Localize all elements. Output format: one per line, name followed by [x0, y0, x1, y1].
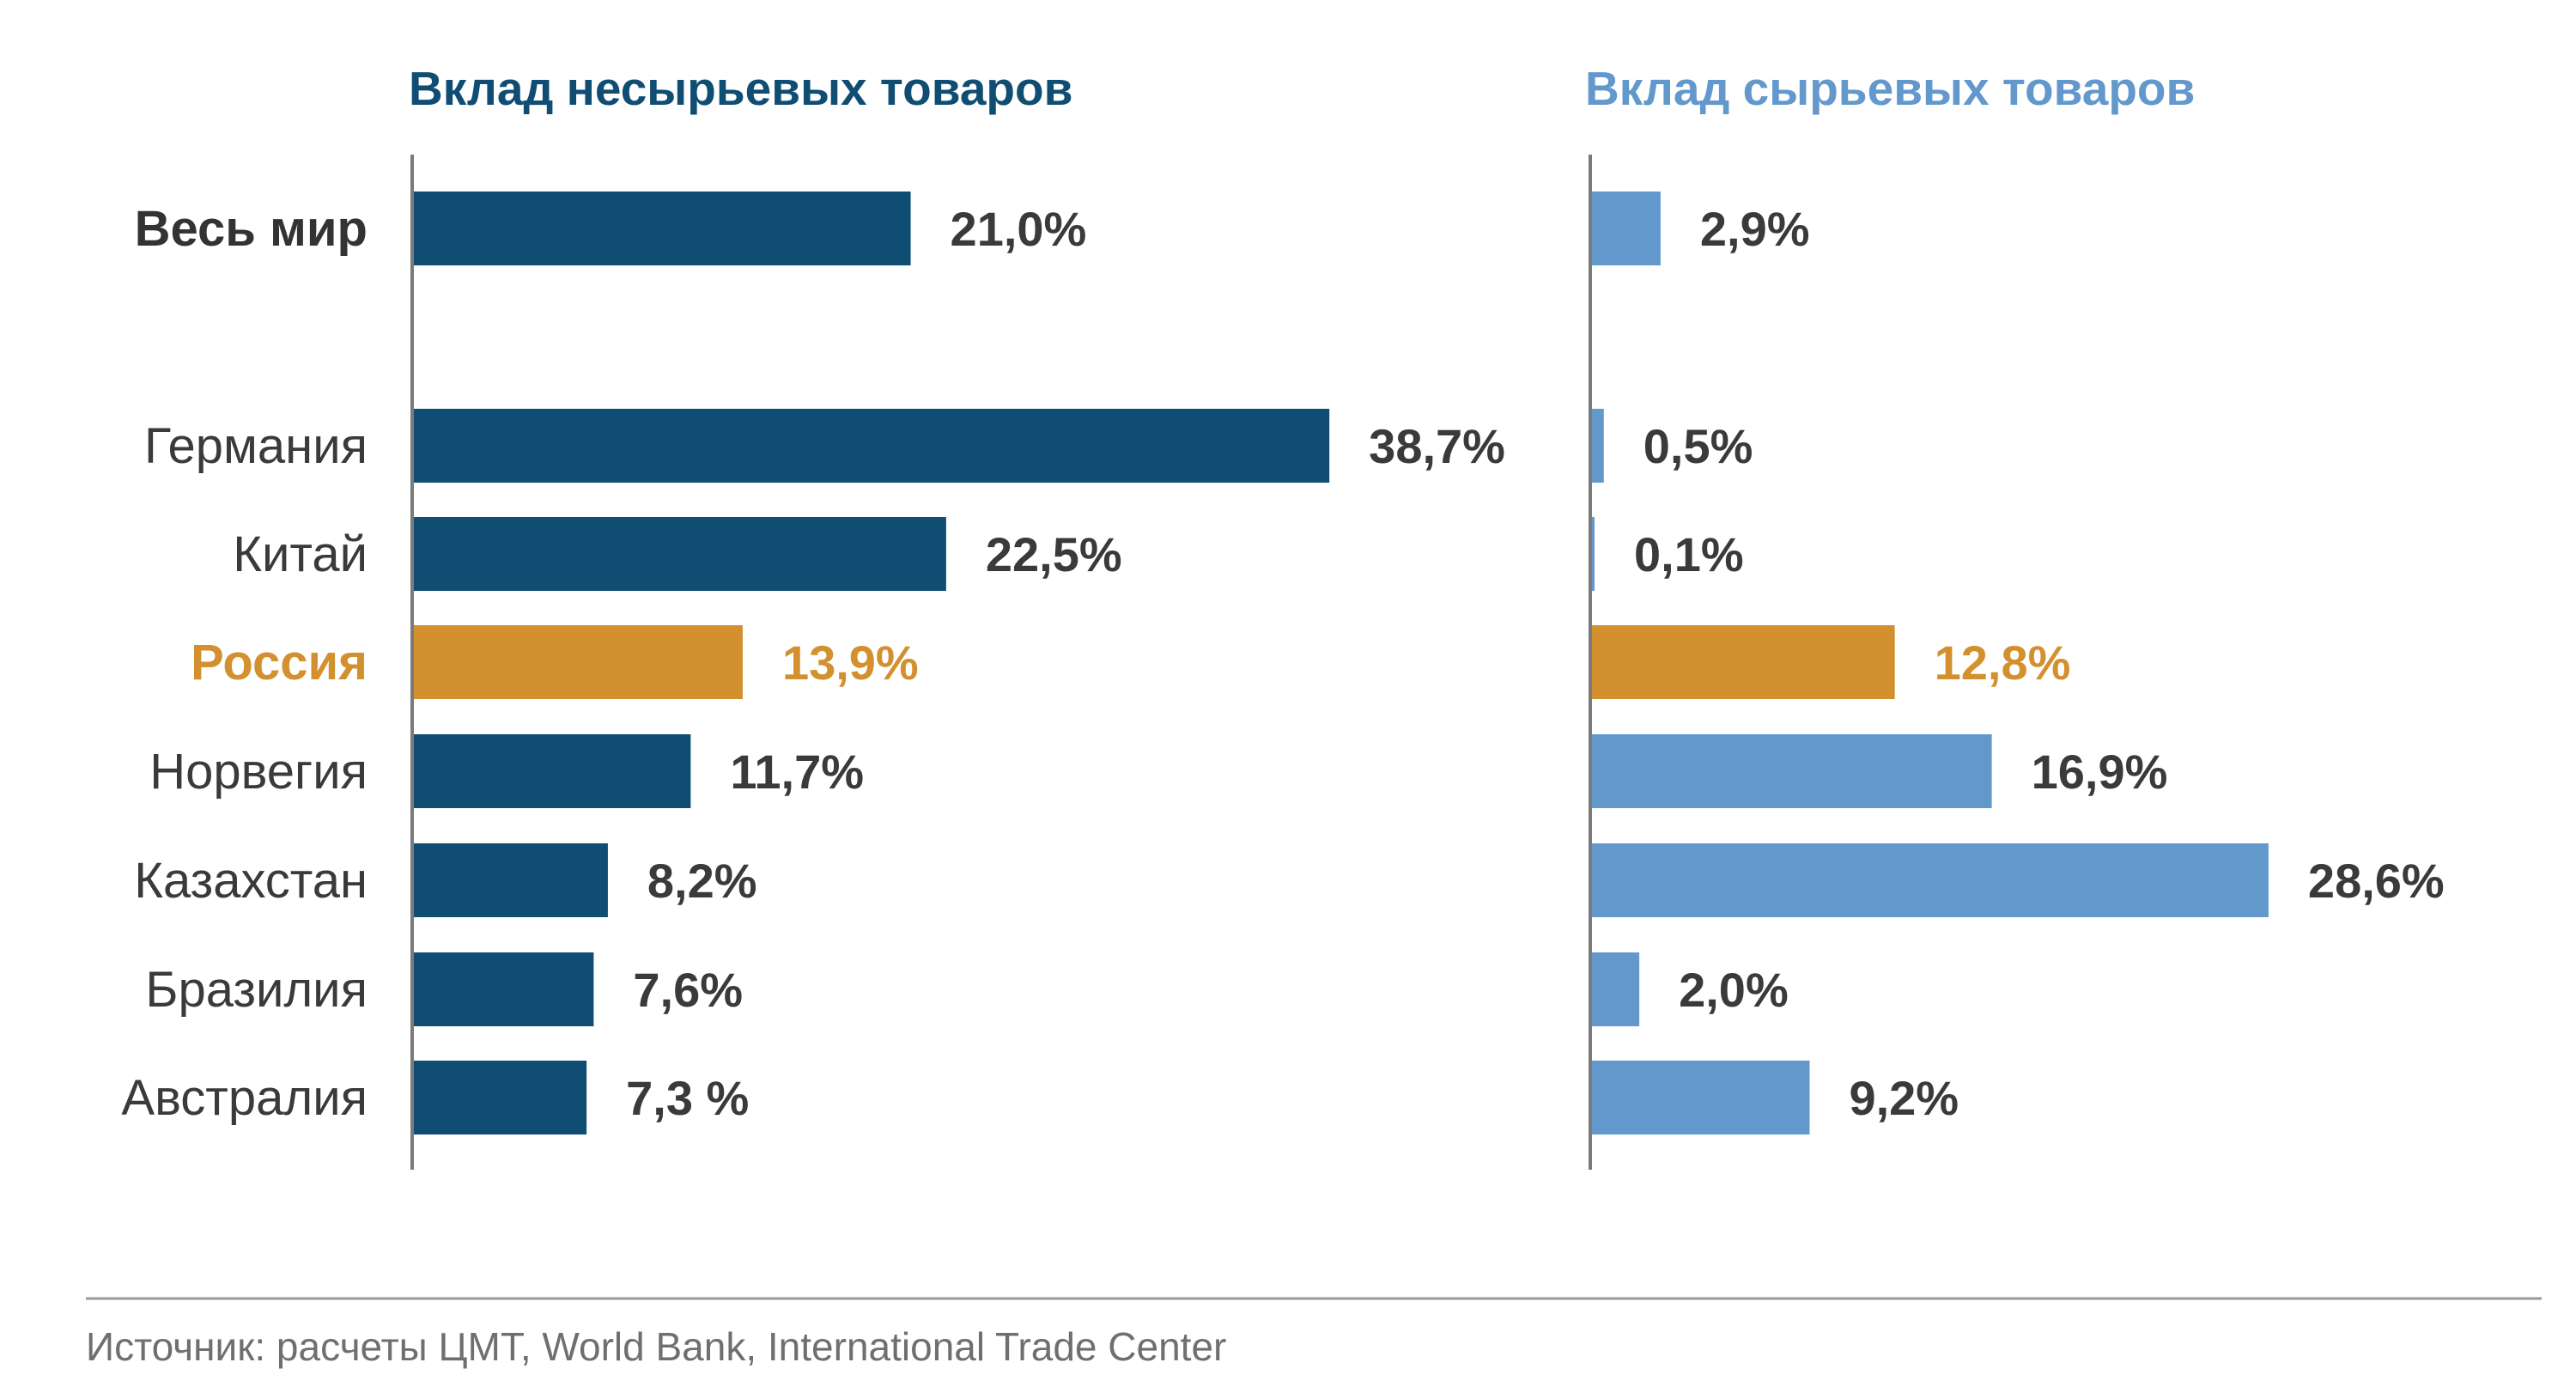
nonraw-value-label: 11,7%: [730, 745, 864, 799]
raw-goods-panel: Вклад сырьевых товаров 2,9% 0,5% 0,1% 12,8%…: [1585, 62, 2445, 1170]
nonraw-bar: [414, 517, 946, 591]
raw-value-label: 0,1%: [1634, 527, 1744, 581]
nonraw-bar: [414, 192, 911, 265]
category-labels: Весь мир Германия Китай Россия Норвегия Казах…: [121, 201, 368, 1126]
raw-bar: [1592, 625, 1895, 699]
source-note: Источник: расчеты ЦМТ, World Bank, Inter…: [86, 1324, 1226, 1369]
category-label: Бразилия: [145, 962, 368, 1018]
raw-value-label: 28,6%: [2308, 854, 2445, 908]
raw-bar: [1592, 192, 1661, 265]
raw-panel-title: Вклад сырьевых товаров: [1585, 62, 2195, 115]
nonraw-bar: [414, 1061, 587, 1134]
nonraw-value-label: 7,3 %: [626, 1071, 749, 1125]
nonraw-panel-title: Вклад несырьевых товаров: [409, 62, 1072, 115]
nonraw-value-label: 8,2%: [647, 854, 757, 908]
raw-bar: [1592, 1061, 1810, 1134]
raw-value-label: 12,8%: [1935, 636, 2071, 690]
category-label: Австралия: [121, 1070, 368, 1126]
raw-bar: [1592, 843, 2269, 917]
nonraw-value-label: 22,5%: [986, 527, 1122, 581]
nonraw-bar: [414, 409, 1330, 483]
raw-value-label: 16,9%: [2032, 745, 2168, 799]
nonraw-value-label: 21,0%: [951, 202, 1087, 256]
raw-value-label: 0,5%: [1643, 419, 1753, 473]
category-label: Китай: [233, 526, 368, 582]
nonraw-value-label: 7,6%: [633, 963, 743, 1017]
raw-bar: [1592, 952, 1640, 1026]
nonraw-bar: [414, 952, 594, 1026]
nonraw-goods-panel: Вклад несырьевых товаров 21,0% 38,7% 22,5%…: [409, 62, 1505, 1170]
raw-bar: [1592, 517, 1595, 591]
category-label: Россия: [191, 635, 368, 690]
raw-value-label: 2,0%: [1679, 963, 1789, 1017]
category-label: Германия: [144, 418, 368, 474]
raw-bar: [1592, 409, 1604, 483]
category-label: Весь мир: [135, 201, 368, 257]
nonraw-bar: [414, 843, 608, 917]
nonraw-value-label: 38,7%: [1369, 419, 1505, 473]
category-label: Казахстан: [134, 853, 368, 909]
category-label: Норвегия: [149, 744, 368, 800]
raw-value-label: 9,2%: [1849, 1071, 1959, 1125]
raw-bar: [1592, 734, 1992, 808]
raw-value-label: 2,9%: [1700, 202, 1810, 256]
nonraw-bar: [414, 734, 691, 808]
nonraw-value-label: 13,9%: [782, 636, 919, 690]
nonraw-bar: [414, 625, 743, 699]
